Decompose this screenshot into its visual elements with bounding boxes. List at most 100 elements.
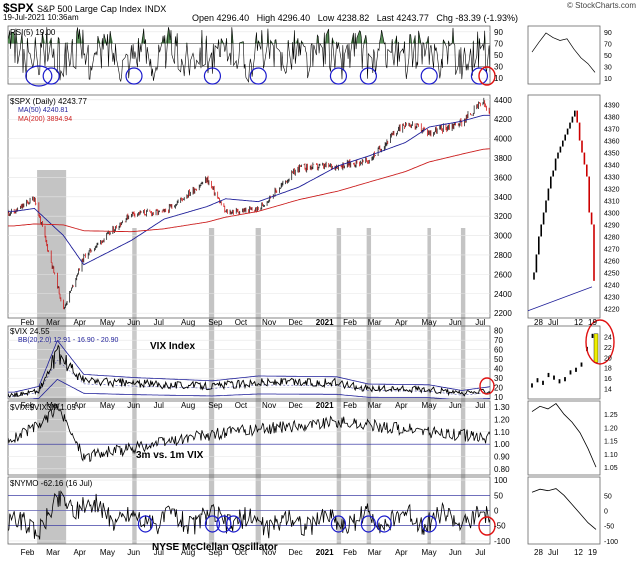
price-detail-tick: 4370 — [604, 127, 620, 134]
detail-vix-bar — [575, 367, 577, 372]
ratio-tick-label: 1.00 — [494, 440, 510, 449]
nymo-tick-label: 100 — [494, 476, 508, 485]
price-tick-label: 3800 — [494, 154, 512, 163]
nymo-detail-tick: -100 — [604, 539, 618, 546]
nymo-tick-label: 50 — [494, 491, 503, 500]
month-label: Mar — [46, 401, 60, 410]
ratio-detail-frame — [527, 400, 601, 476]
detail-vix-bar — [531, 383, 533, 388]
nymo-circle-7 — [376, 515, 392, 533]
price-tick-label: 3200 — [494, 212, 512, 221]
nymo-label: $NYMO -62.16 (16 Jul) — [10, 479, 93, 488]
month-label: Jul — [475, 318, 485, 327]
month-label: Feb — [21, 401, 35, 410]
price-detail-tick: 4380 — [604, 115, 620, 122]
detail-vix-bar — [553, 375, 555, 380]
price-tick-label: 2600 — [494, 270, 512, 279]
detail-date-label: 28 — [534, 548, 543, 557]
month-label: 2021 — [316, 548, 334, 557]
detail-date-label: 19 — [588, 548, 597, 557]
detail-candle — [535, 254, 538, 273]
rsi-series — [8, 27, 490, 83]
detail-candle — [538, 236, 540, 255]
ratio-frame — [7, 400, 491, 476]
highlight-bands — [37, 170, 466, 544]
price-detail-tick: 4330 — [604, 175, 620, 182]
vix-detail-tick: 22 — [604, 345, 612, 352]
axis-ticks: 9070503010440042004000380036003400320030… — [494, 28, 620, 546]
vix-detail-tick: 24 — [604, 334, 612, 341]
month-label: May — [100, 401, 115, 410]
nymo-annotation: NYSE McClellan Oscillator — [152, 542, 278, 553]
price-detail-tick: 4320 — [604, 187, 620, 194]
rsi-detail-tick: 50 — [604, 53, 612, 60]
detail-vix-bar — [542, 380, 544, 385]
detail-ratio-line — [531, 403, 597, 468]
vix-tick-label: 10 — [494, 393, 503, 402]
vix-tick-label: 20 — [494, 384, 503, 393]
series-layer — [8, 27, 599, 540]
vix-detail-tick: 16 — [604, 376, 612, 383]
ratio-label: $VIX:$VIX3M 1.05 — [10, 403, 76, 412]
month-label: May — [100, 318, 115, 327]
detail-candle — [586, 164, 588, 177]
month-label: Oct — [235, 548, 248, 557]
ratio-tick-label: 1.30 — [494, 403, 510, 412]
month-label: Mar — [368, 548, 382, 557]
month-label: Jul — [154, 401, 164, 410]
detail-vix-bar — [591, 333, 594, 338]
ma200-label: MA(200) 3894.94 — [18, 116, 73, 123]
detail-candle — [554, 158, 557, 171]
rsi-circle-2 — [42, 67, 60, 85]
rsi-detail-tick: 10 — [604, 76, 612, 83]
price-detail-tick: 4310 — [604, 199, 620, 206]
highlight-band-vix — [132, 327, 137, 397]
nymo-line — [8, 490, 490, 540]
month-label: Nov — [262, 548, 276, 557]
nymo-tick-label: -50 — [494, 522, 506, 531]
price-tick-label: 3000 — [494, 232, 512, 241]
detail-date-label: 28 — [534, 318, 543, 327]
detail-candle — [559, 146, 562, 153]
month-label: Mar — [46, 548, 60, 557]
credit-text: © StockCharts.com — [566, 1, 636, 10]
detail-candle — [562, 140, 564, 147]
circle-markers — [25, 65, 615, 536]
rsi-detail-tick: 30 — [604, 65, 612, 72]
vix-line — [8, 344, 490, 398]
month-label: Aug — [181, 318, 195, 327]
rsi-detail-frame — [527, 25, 601, 85]
quote-bar: Open 4296.40 High 4296.40 Low 4238.82 La… — [192, 13, 518, 23]
month-label: Oct — [235, 401, 248, 410]
rsi-circle-7 — [359, 67, 377, 85]
detail-candle — [583, 152, 586, 165]
vix-detail-tick: 20 — [604, 355, 612, 362]
chart-title: $SPX S&P 500 Large Cap Index INDX — [3, 1, 167, 15]
price-tick-label: 3400 — [494, 193, 512, 202]
detail-candle — [566, 128, 569, 135]
month-label: Dec — [288, 548, 302, 557]
price-series — [8, 97, 490, 310]
price-detail-tick: 4280 — [604, 234, 620, 241]
detail-candle — [533, 272, 535, 280]
month-label: Feb — [343, 548, 357, 557]
rsi-label: RSI(5) 19.00 — [10, 28, 56, 37]
ratio-series — [8, 403, 490, 463]
nymo-circle-2 — [204, 515, 221, 533]
rsi-circle-6 — [329, 67, 348, 85]
nymo-detail-frame — [527, 476, 601, 545]
price-detail-tick: 4360 — [604, 139, 620, 146]
ratio-tick-label: 0.80 — [494, 465, 510, 474]
price-detail-tick: 4290 — [604, 222, 620, 229]
month-label: Aug — [181, 401, 195, 410]
vix-tick-label: 40 — [494, 365, 503, 374]
price-tick-label: 2400 — [494, 290, 512, 299]
price-tick-label: 4200 — [494, 115, 512, 124]
price-detail-frame — [527, 94, 601, 319]
rsi-tick-label: 10 — [494, 74, 503, 83]
month-label: Mar — [368, 318, 382, 327]
detail-candle — [542, 212, 545, 225]
month-label: Aug — [181, 548, 195, 557]
vix-frame — [7, 325, 491, 400]
